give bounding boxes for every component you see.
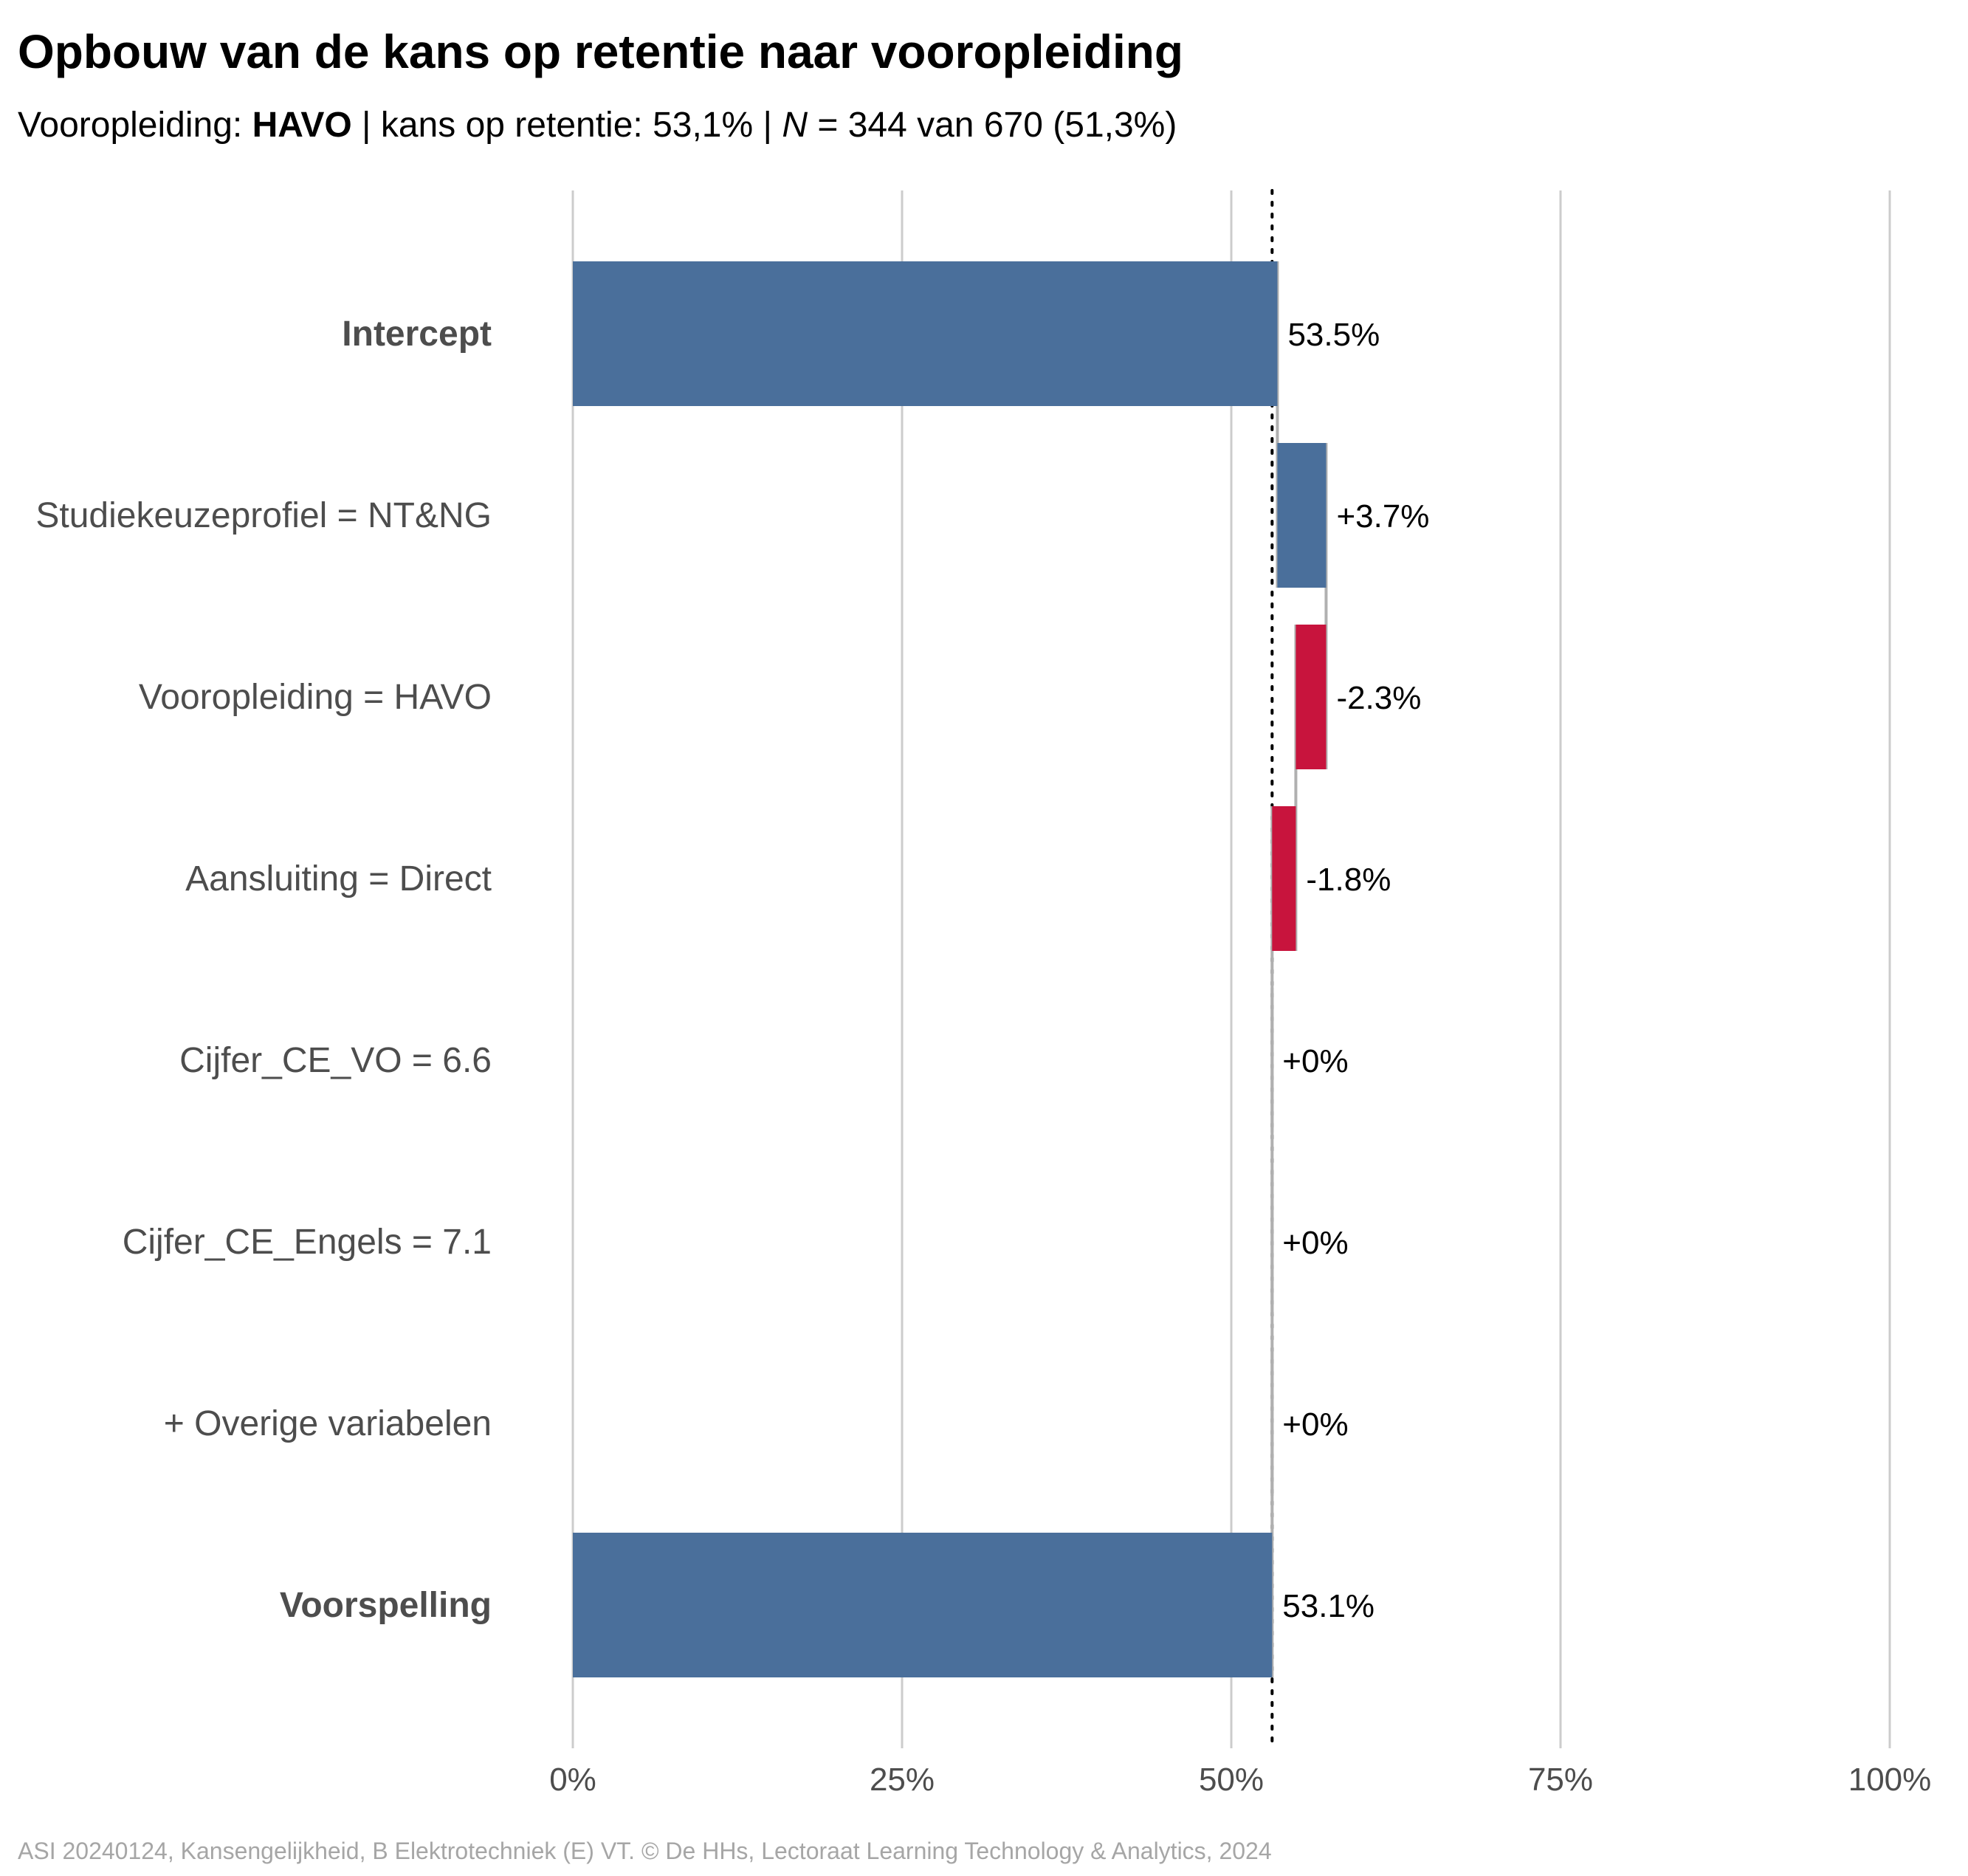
x-tick-label: 75% (1528, 1762, 1593, 1798)
category-label: Cijfer_CE_Engels = 7.1 (123, 1223, 492, 1262)
waterfall-bar (1277, 443, 1327, 588)
subtitle-middle: | kans op retentie: 53,1% | (352, 106, 782, 145)
data-label: -2.3% (1336, 680, 1421, 716)
category-label: Studiekeuzeprofiel = NT&NG (35, 496, 492, 535)
category-label: Cijfer_CE_VO = 6.6 (179, 1041, 492, 1080)
labels: Intercept 53.5% Studiekeuzeprofiel = NT&NG… (35, 315, 1429, 1625)
x-tick-label: 100% (1848, 1762, 1932, 1798)
data-label: +0% (1282, 1406, 1348, 1443)
chart-title: Opbouw van de kans op retentie naar voor… (18, 25, 1183, 78)
waterfall-bar (573, 261, 1278, 406)
waterfall-bar (573, 1533, 1273, 1677)
subtitle-suffix: = 344 van 670 (51,3%) (808, 106, 1177, 145)
data-label: +3.7% (1336, 498, 1429, 535)
waterfall-bar (1296, 625, 1327, 769)
category-label: + Overige variabelen (164, 1404, 492, 1443)
category-label: Voorspelling (280, 1586, 492, 1625)
x-tick-label: 0% (549, 1762, 596, 1798)
chart-caption: ASI 20240124, Kansengelijkheid, B Elektr… (18, 1838, 1272, 1864)
x-tick-label: 25% (870, 1762, 935, 1798)
subtitle-n-symbol: N (782, 106, 808, 145)
bars (573, 261, 1327, 1677)
chart-subtitle: Vooropleiding: HAVO | kans op retentie: … (18, 106, 1177, 145)
data-label: 53.5% (1287, 317, 1380, 353)
subtitle-prefix: Vooropleiding: (18, 106, 252, 145)
data-label: +0% (1282, 1043, 1348, 1079)
x-tick-label: 50% (1199, 1762, 1264, 1798)
category-label: Intercept (342, 315, 492, 354)
category-label: Aansluiting = Direct (185, 859, 492, 899)
data-label: -1.8% (1306, 862, 1391, 898)
data-label: 53.1% (1282, 1588, 1374, 1624)
x-axis-ticks: 0% 25% 50% 75% 100% (549, 1762, 1931, 1798)
data-label: +0% (1282, 1225, 1348, 1261)
category-label: Vooropleiding = HAVO (139, 678, 492, 717)
subtitle-group: HAVO (252, 106, 352, 145)
waterfall-bar (1272, 806, 1296, 951)
grid-lines (571, 190, 1891, 1748)
